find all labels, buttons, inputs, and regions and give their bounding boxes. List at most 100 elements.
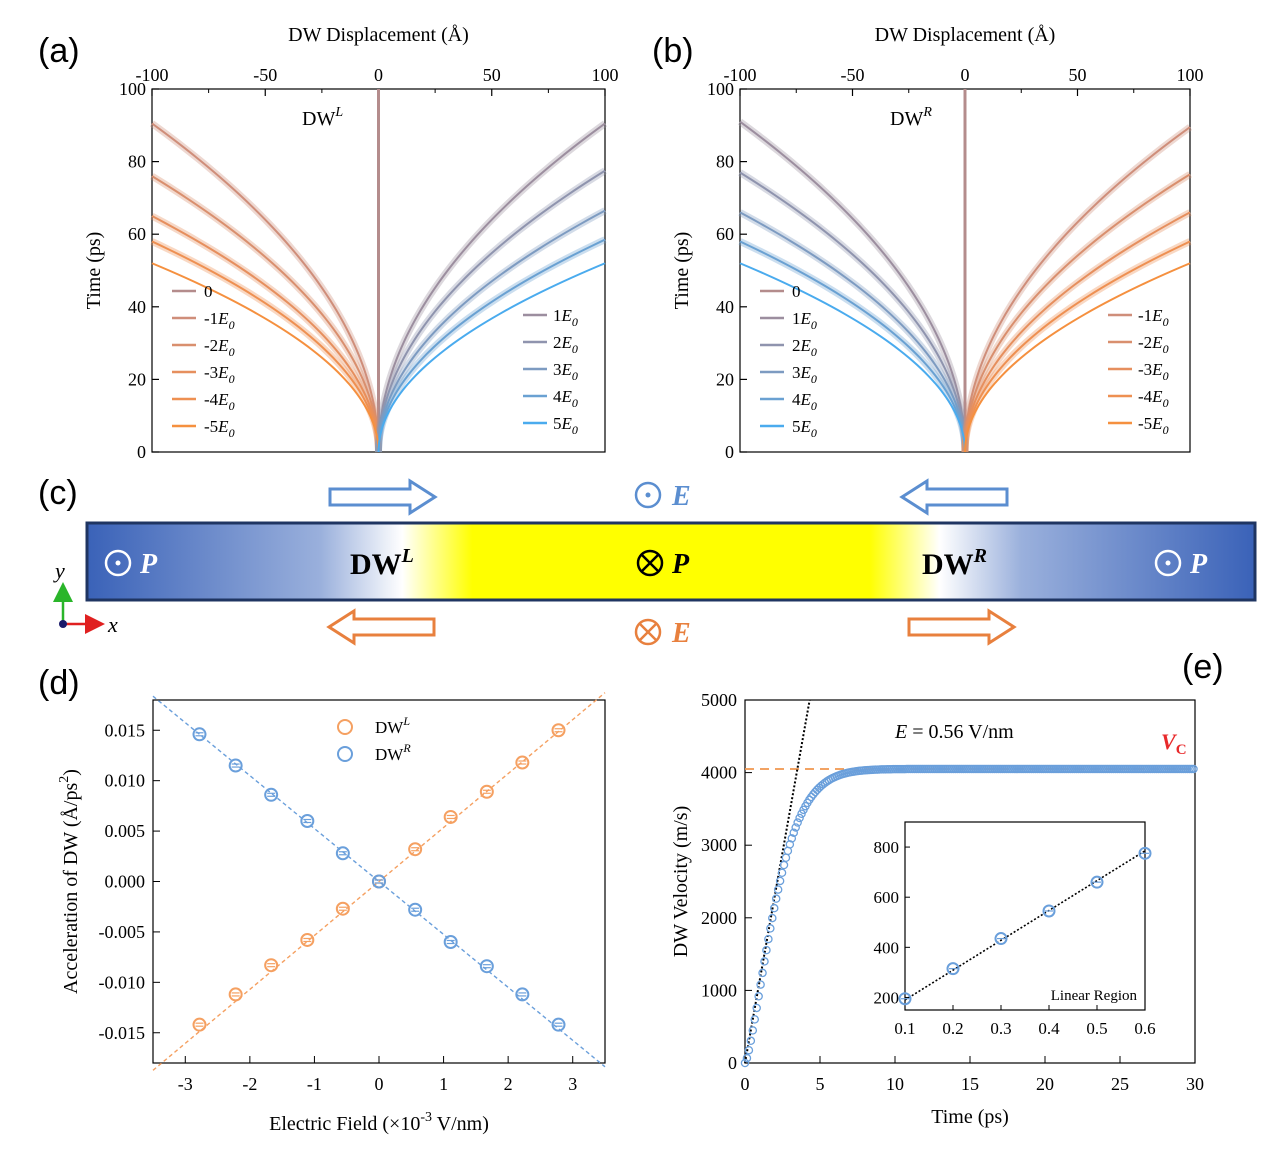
data-point — [192, 1017, 207, 1032]
x-tick-label: -50 — [253, 65, 277, 85]
legend-item-num: -2 — [1138, 333, 1152, 352]
y-tick-label: 80 — [716, 152, 734, 172]
y-tick-label: 0 — [725, 442, 734, 462]
velocity-point — [789, 828, 799, 837]
y-tick-label: -0.010 — [99, 972, 146, 992]
legend-item-num: 2 — [792, 336, 801, 355]
series--3E0 — [151, 215, 380, 453]
legend-item-e: E — [217, 336, 229, 355]
x-tick-label: 0 — [374, 65, 383, 85]
legend-item-num: 3 — [553, 360, 562, 379]
p-mid-label: P — [671, 549, 690, 580]
p-mid-icon — [636, 549, 664, 577]
velocity-point — [793, 818, 802, 827]
legend-item-e: E — [1151, 414, 1163, 433]
inset-x-tick-label: 0.1 — [894, 1019, 915, 1038]
series-4E0 — [377, 238, 606, 453]
legend-item-num: -5 — [204, 417, 218, 436]
data-point — [372, 874, 386, 889]
y-tick-label: 20 — [128, 369, 146, 389]
dot-circle-icon — [634, 481, 662, 509]
velocity-point — [742, 1053, 752, 1063]
dwr-sup: R — [973, 545, 987, 567]
legend-item: DWL — [375, 714, 410, 737]
series-steepest — [964, 262, 1191, 453]
velocity-point — [752, 1003, 761, 1013]
inset-y-tick-label: 200 — [874, 988, 900, 1007]
velocity-point — [777, 868, 787, 878]
data-point — [264, 787, 279, 802]
legend-item-num: -3 — [1138, 360, 1152, 379]
inset-x-tick-label: 0.5 — [1086, 1019, 1107, 1038]
inset-y-tick-label: 800 — [874, 838, 900, 857]
data-point — [479, 784, 494, 799]
legend-item-sub: 0 — [1163, 315, 1169, 329]
x-tick-label: 25 — [1111, 1074, 1129, 1094]
legend-item-sub: 0 — [811, 426, 817, 440]
data-point — [408, 842, 423, 857]
legend-item: 2E0 — [553, 333, 578, 356]
series-band-3E0 — [738, 209, 969, 453]
y-tick-label: 0.015 — [105, 720, 146, 740]
legend-item-num: 5 — [792, 417, 801, 436]
data-point — [515, 755, 530, 770]
legend-item-num: 3 — [792, 363, 801, 382]
inset-point — [994, 932, 1008, 946]
legend-item-e: E — [1151, 387, 1163, 406]
inset-point — [898, 992, 912, 1006]
legend-item-e: E — [217, 363, 229, 382]
y-tick-label: 60 — [128, 224, 146, 244]
legend-item: 0 — [204, 282, 213, 301]
legend-item-e: E — [800, 309, 812, 328]
velocity-point — [748, 1026, 758, 1035]
annotation-sup: L — [334, 105, 343, 120]
x-tick-label: -100 — [724, 65, 757, 85]
x-tick-label: 100 — [1177, 65, 1204, 85]
dwl-label: DWL — [350, 545, 414, 581]
legend-item: -5E0 — [1138, 414, 1169, 437]
velocity-point — [764, 934, 773, 944]
panel-label-d: (d) — [38, 664, 80, 702]
annotation-main: DW — [890, 108, 923, 130]
velocity-point — [795, 813, 804, 823]
domain-bar — [85, 521, 1257, 602]
legend-item-num: 4 — [792, 390, 801, 409]
inset-frame — [904, 821, 1146, 1011]
orange-arrow-right — [907, 608, 1017, 646]
p-left-label: P — [139, 549, 158, 580]
x-tick-label: 0 — [961, 65, 970, 85]
legend-item-sub: 0 — [1163, 396, 1169, 410]
y-tick-label: 0 — [728, 1053, 737, 1073]
y-tick-label: -0.005 — [99, 922, 146, 942]
panel-label-b: (b) — [652, 32, 694, 70]
annotation-sup: R — [922, 105, 932, 120]
velocity-point — [1189, 764, 1198, 774]
legend-item-sub: 0 — [811, 372, 817, 386]
series-3E0 — [739, 211, 966, 453]
velocity-point — [750, 1015, 760, 1024]
p-right-icon — [1154, 549, 1182, 577]
series--4E0 — [151, 240, 380, 453]
legend-item-num: 0 — [792, 282, 801, 301]
blue-arrow-left — [899, 478, 1009, 516]
legend-item: -1E0 — [204, 309, 235, 332]
series--2E0 — [151, 175, 380, 453]
legend-item-num: 0 — [204, 282, 213, 301]
legend-item-e: E — [800, 390, 812, 409]
legend-item-num: -2 — [204, 336, 218, 355]
data-point — [228, 758, 243, 773]
legend-item-num: -4 — [1138, 387, 1153, 406]
inset-y-tick-label: 600 — [874, 888, 900, 907]
data-point — [192, 727, 207, 742]
legend-item-sub: 0 — [229, 399, 235, 413]
velocity-point — [760, 957, 769, 966]
y-axis-label: DW Velocity (m/s) — [670, 806, 692, 957]
series-4E0 — [739, 240, 966, 453]
y-tick-label: 5000 — [701, 690, 737, 710]
y-axis-label: Acceleration of DW (Å/ps2) — [57, 769, 82, 994]
legend-item-sub: 0 — [1163, 369, 1169, 383]
legend-item-num: -1 — [204, 309, 218, 328]
data-point — [335, 846, 350, 861]
